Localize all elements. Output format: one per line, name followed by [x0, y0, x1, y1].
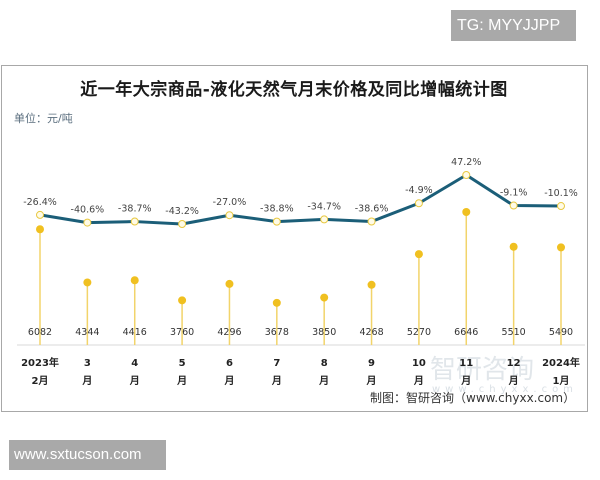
x-tick-label: 10: [412, 358, 426, 369]
price-dot: [130, 276, 139, 285]
yoy-marker: [272, 217, 281, 226]
yoy-marker: [557, 202, 565, 211]
price-value-label: 4268: [359, 327, 383, 338]
price-value-label: 6646: [454, 327, 478, 338]
price-value-label: 5270: [407, 327, 431, 338]
source-credit: 制图：智研咨询（www.chyxx.com）: [370, 391, 576, 405]
x-tick-label: 月: [366, 375, 377, 387]
price-dot: [36, 225, 44, 234]
x-tick-label: 1月: [553, 375, 570, 387]
x-tick-label: 12: [507, 358, 521, 369]
yoy-marker: [178, 220, 187, 228]
x-tick-label: 2024年: [542, 356, 580, 369]
yoy-value-label: 47.2%: [451, 157, 481, 168]
x-tick-label: 8: [321, 358, 328, 369]
unit-label: 单位：元/吨: [14, 112, 73, 125]
watermark-bottom: www.sxtucson.com: [9, 440, 166, 470]
x-tick-label: 月: [129, 375, 140, 387]
price-dot: [462, 208, 471, 216]
price-value-label: 5490: [549, 327, 573, 338]
x-tick-label: 月: [413, 375, 424, 387]
price-dot: [367, 280, 376, 289]
price-value-label: 3760: [170, 327, 194, 338]
x-tick-label: 月: [81, 375, 92, 387]
price-value-label: 6082: [28, 327, 52, 338]
x-tick-label: 9: [368, 358, 375, 369]
x-tick-label: 2023年: [21, 356, 59, 369]
yoy-value-label: -34.7%: [307, 201, 341, 212]
price-value-label: 4296: [217, 327, 241, 338]
yoy-value-label: -38.8%: [260, 204, 294, 215]
price-dot: [178, 296, 187, 305]
x-tick-label: 月: [176, 375, 187, 387]
yoy-marker: [367, 217, 376, 226]
chart-frame: [1, 65, 588, 412]
x-tick-label: 7: [273, 358, 280, 369]
price-value-label: 3678: [265, 327, 289, 338]
price-value-label: 4416: [123, 327, 147, 338]
price-dot: [83, 278, 92, 287]
logo-watermark: 智研咨询: [430, 355, 534, 385]
yoy-marker: [130, 217, 139, 226]
price-value-label: 4344: [75, 327, 99, 338]
x-tick-label: 4: [131, 358, 138, 369]
price-value-label: 3850: [312, 327, 336, 338]
logo-watermark-url: www.chyxx.com: [432, 384, 578, 395]
x-tick-label: 6: [226, 358, 233, 369]
x-tick-label: 月: [223, 375, 234, 387]
yoy-value-label: -40.6%: [71, 205, 105, 216]
x-tick-label: 2月: [32, 375, 49, 387]
yoy-marker: [414, 199, 423, 208]
x-tick-label: 11: [459, 358, 473, 369]
yoy-growth-line: [39, 173, 562, 226]
yoy-marker: [225, 211, 234, 220]
x-tick-label: 月: [460, 375, 471, 387]
price-dot: [225, 279, 234, 288]
price-value-label: 5510: [502, 327, 526, 338]
yoy-marker: [509, 201, 518, 210]
x-tick-label: 月: [508, 375, 519, 387]
price-dot: [320, 293, 329, 302]
price-dot: [509, 242, 518, 251]
x-tick-label: 月: [318, 375, 329, 387]
yoy-value-label: -26.4%: [23, 197, 57, 208]
x-tick-label: 3: [84, 358, 91, 369]
watermark-top: TG: MYYJJPP: [451, 10, 576, 41]
yoy-value-label: -38.7%: [118, 204, 152, 215]
price-dot: [557, 243, 565, 252]
yoy-value-label: -43.2%: [165, 206, 199, 217]
yoy-marker: [462, 171, 471, 179]
x-tick-label: 5: [179, 358, 186, 369]
yoy-value-label: -38.6%: [355, 204, 389, 215]
yoy-value-label: -10.1%: [544, 188, 578, 199]
yoy-value-label: -9.1%: [500, 188, 528, 199]
chart-title: 近一年大宗商品-液化天然气月末价格及同比增幅统计图: [80, 80, 508, 100]
price-dot: [414, 250, 423, 259]
yoy-marker: [36, 210, 44, 219]
yoy-marker: [83, 218, 92, 227]
yoy-value-label: -27.0%: [213, 197, 247, 208]
x-tick-label: 月: [271, 375, 282, 387]
yoy-value-label: -4.9%: [405, 185, 433, 196]
price-dot: [272, 298, 281, 307]
yoy-marker: [320, 215, 329, 224]
